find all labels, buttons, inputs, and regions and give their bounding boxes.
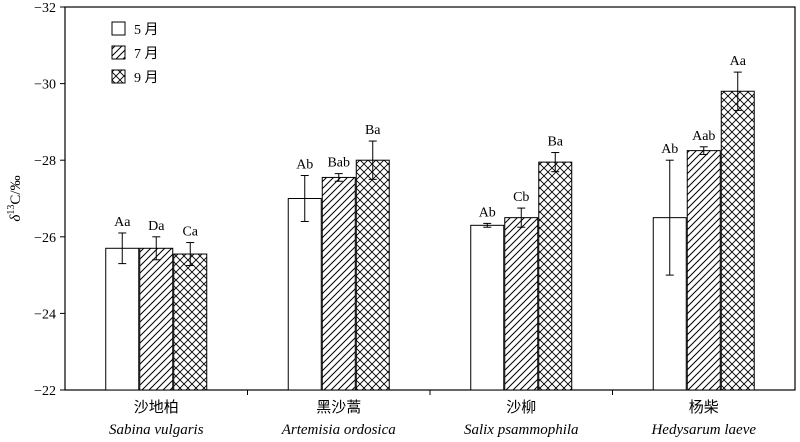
data-label: Bab [327,156,350,171]
data-label: Aa [730,54,747,69]
data-label: Ba [547,135,563,150]
legend-label: 9 月 [134,70,159,86]
category-label-latin: Hedysarum laeve [650,422,756,438]
bar [652,217,687,391]
category-label-cn: 杨柴 [689,399,719,416]
category-label-cn: 沙柳 [506,399,536,416]
data-label: Aab [692,129,715,144]
data-label: Ab [661,142,678,157]
legend-swatch [111,69,126,84]
y-tick-label: −28 [34,154,56,169]
bar [538,161,573,391]
y-tick-label: −24 [34,307,56,322]
bar [139,247,174,391]
data-label: Ca [182,225,198,240]
data-label: Aa [114,215,131,230]
bar [355,159,390,391]
bar [173,253,208,391]
data-label: Da [148,219,165,234]
bar [720,90,755,391]
category-label-cn: 沙地柏 [134,399,179,416]
y-tick-label: −26 [34,231,56,246]
category-label-cn: 黑沙蒿 [316,399,361,416]
bar [504,217,539,391]
legend-label: 5 月 [134,22,159,38]
category-label-latin: Sabina vulgaris [109,422,204,438]
bar [105,247,140,391]
category-label-latin: Salix psammophila [464,422,579,438]
plot-area: −32 −30 −28 −26 −24 −22 δ13C/‰ Aa Da Ca 沙地柏 Sabina … [6,1,796,438]
bar [321,176,356,391]
data-label: Ab [296,158,313,173]
y-axis-label: δ13C/‰ [6,175,24,221]
y-tick-label: −32 [34,1,56,16]
legend-label: 7 月 [134,46,159,62]
y-tick-label: −22 [34,384,56,399]
data-label: Cb [513,190,529,205]
legend-swatch [111,45,126,60]
bar [470,224,505,391]
legend: 5 月 7 月 9 月 [111,21,159,86]
category-label-latin: Artemisia ordosica [281,422,396,438]
legend-swatch [111,21,126,36]
bar [686,150,721,391]
data-label: Ba [365,123,381,138]
bar [287,198,322,391]
y-tick-label: −30 [34,78,56,93]
data-label: Ab [479,205,496,220]
